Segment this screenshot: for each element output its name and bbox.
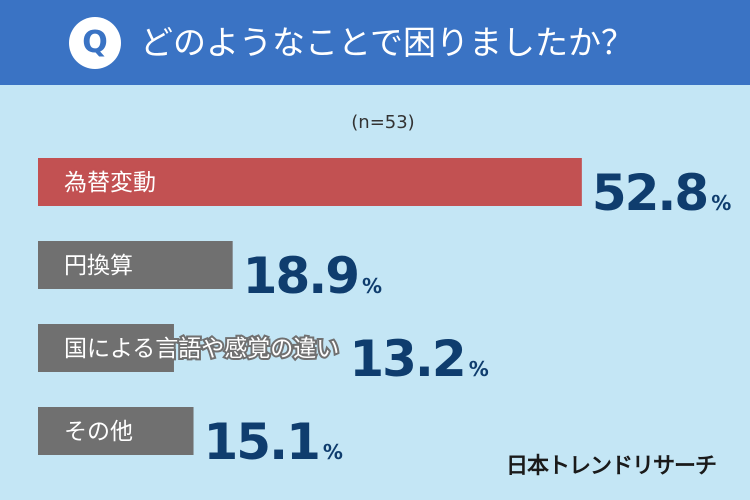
bar-unit-2: % (362, 274, 382, 298)
bar-label-3: 国による言語や感覚の違い (64, 336, 339, 362)
bar-value-1: 52.8 (592, 164, 707, 222)
bar-1 (38, 158, 582, 206)
bar-2 (38, 241, 233, 289)
bar-label-1: 為替変動 (64, 170, 156, 196)
bar-unit-4: % (323, 440, 343, 464)
bar-4 (38, 407, 194, 455)
bar-3 (38, 324, 174, 372)
bar-unit-3: % (469, 357, 489, 381)
question-header: Q どのようなことで困りましたか？ (0, 0, 750, 85)
q-badge: Q (69, 17, 121, 69)
bar-unit-1: % (711, 191, 731, 215)
bar-value-4: 15.1 (204, 413, 319, 471)
brand-logo-text: 日本トレンドリサーチ (505, 454, 717, 479)
bar-value-3: 13.2 (349, 330, 464, 388)
bar-value-2: 18.9 (243, 247, 358, 305)
sample-size-note: (n=53) (351, 112, 415, 133)
bar-label-2: 円換算 (64, 253, 133, 279)
bar-label-4: その他 (64, 419, 133, 445)
question-text: どのようなことで困りましたか？ (140, 23, 635, 62)
